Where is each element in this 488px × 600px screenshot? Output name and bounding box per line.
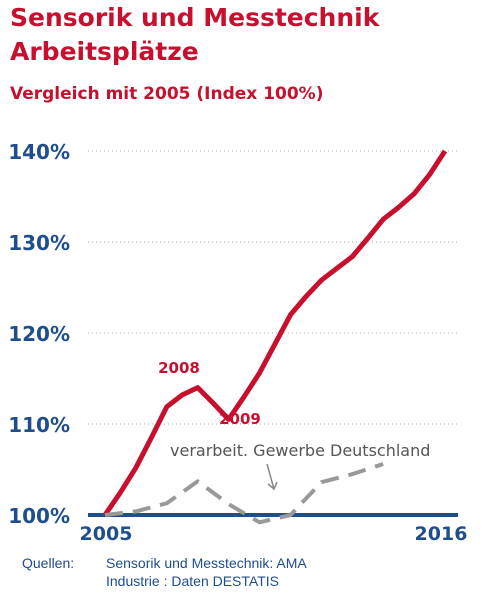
y-tick-label-110: 110%	[8, 413, 70, 437]
annotations: 2008 2009 verarbeit. Gewerbe Deutschland	[158, 359, 430, 491]
y-tick-label-130: 130%	[8, 231, 70, 255]
annotation-2008: 2008	[158, 359, 200, 377]
sources-label: Quellen:	[22, 555, 75, 571]
annotation-pointer-head	[267, 481, 278, 491]
series-lines	[102, 149, 448, 525]
x-tick-label-2005: 2005	[80, 523, 133, 545]
chart-title: Sensorik und Messtechnik Arbeitsplätze	[10, 4, 379, 66]
y-tick-label-140: 140%	[8, 140, 70, 164]
x-tick-label-2016: 2016	[415, 523, 468, 545]
y-axis-tick-labels: 100% 110% 120% 130% 140%	[8, 140, 70, 528]
y-tick-label-100: 100%	[8, 504, 70, 528]
grid-lines	[88, 150, 458, 425]
x-axis-tick-labels: 2005 2016	[80, 523, 468, 545]
annotation-pointer-line	[266, 463, 275, 490]
annotation-2009: 2009	[219, 410, 261, 428]
chart-title-line-1: Sensorik und Messtechnik	[10, 3, 380, 32]
chart-subtitle: Vergleich mit 2005 (Index 100%)	[10, 84, 324, 104]
source-line-1: Sensorik und Messtechnik: AMA	[106, 555, 307, 571]
source-line-2: Industrie : Daten DESTATIS	[106, 573, 279, 589]
series-line-sensorik	[102, 149, 448, 517]
y-tick-label-120: 120%	[8, 322, 70, 346]
chart-title-line-2: Arbeitsplätze	[10, 37, 199, 66]
series-line-industrie	[104, 462, 384, 525]
annotation-industrie-label: verarbeit. Gewerbe Deutschland	[170, 441, 430, 460]
